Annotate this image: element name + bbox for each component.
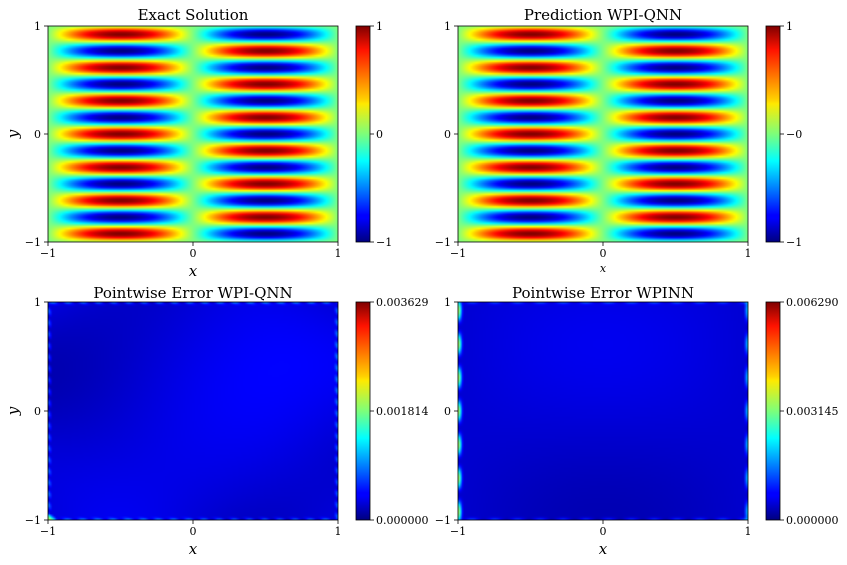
y-tick-label: 0 [444, 405, 451, 418]
exact-solution-heatmap [48, 26, 338, 242]
x-tick-label: 1 [745, 525, 752, 538]
colorbar-tick-label: 1 [786, 20, 793, 33]
pointwise-error-wpi-qnn-heatmap [48, 302, 338, 520]
y-tick-label: 1 [444, 296, 451, 309]
colorbar [355, 25, 371, 243]
x-tick-label: −1 [40, 247, 56, 260]
y-tick-label: 0 [34, 405, 41, 418]
pointwise-error-wpi-qnn-panel: Pointwise Error WPI-QNN −1 0 1 −1 0 1 x y 0.00000… [4, 284, 429, 558]
y-tick-label: 1 [34, 20, 41, 33]
colorbar-tick-label: 1 [376, 20, 383, 33]
colorbar [355, 301, 371, 521]
x-axis-label: x [600, 262, 607, 275]
y-axis-label: y [4, 406, 22, 416]
x-axis-label: x [599, 540, 608, 558]
y-tick-label: −1 [435, 236, 451, 249]
x-tick-label: 1 [335, 247, 342, 260]
y-axis-label: y [4, 129, 22, 139]
x-tick-label: −1 [450, 247, 466, 260]
y-tick-label: −1 [435, 514, 451, 527]
colorbar-tick-label: 0.001814 [376, 405, 429, 418]
x-tick-label: 1 [335, 525, 342, 538]
colorbar [765, 301, 781, 521]
y-tick-label: 0 [444, 128, 451, 141]
colorbar-tick-label: −1 [786, 236, 802, 249]
x-tick-label: −1 [40, 525, 56, 538]
exact-solution-panel: Exact Solution −1 0 1 −1 0 1 x y −1 0 1 [4, 6, 392, 280]
colorbar [765, 25, 781, 243]
colorbar-tick-label: 0 [376, 128, 383, 141]
colorbar-tick-label: 0.000000 [786, 514, 839, 527]
colorbar-tick-label: 0.000000 [376, 514, 429, 527]
x-tick-label: −1 [450, 525, 466, 538]
y-tick-label: −1 [25, 514, 41, 527]
colorbar-tick-label: −1 [376, 236, 392, 249]
chart-title: Pointwise Error WPI-QNN [93, 284, 292, 302]
x-tick-label: 0 [600, 247, 607, 260]
y-tick-label: 0 [34, 128, 41, 141]
prediction-wpi-qnn-panel: Prediction WPI-QNN −1 0 1 −1 0 1 x −1 −0 1 [435, 6, 802, 275]
colorbar-tick-label: 0.003629 [376, 296, 429, 309]
chart-title: Exact Solution [138, 6, 249, 24]
prediction-wpi-qnn-heatmap [458, 26, 748, 242]
colorbar-tick-label: 0.003145 [786, 405, 839, 418]
x-axis-label: x [189, 262, 198, 280]
x-tick-label: 0 [190, 525, 197, 538]
x-tick-label: 1 [745, 247, 752, 260]
pointwise-error-wpinn-panel: Pointwise Error WPINN −1 0 1 −1 0 1 x 0.000000 0.… [435, 284, 839, 558]
colorbar-tick-label: −0 [786, 128, 802, 141]
colorbar-tick-label: 0.006290 [786, 296, 839, 309]
chart-title: Prediction WPI-QNN [524, 6, 682, 24]
y-tick-label: 1 [34, 296, 41, 309]
y-tick-label: 1 [444, 20, 451, 33]
y-tick-label: −1 [25, 236, 41, 249]
chart-title: Pointwise Error WPINN [512, 284, 694, 302]
x-axis-label: x [189, 540, 198, 558]
x-tick-label: 0 [600, 525, 607, 538]
x-tick-label: 0 [190, 247, 197, 260]
pointwise-error-wpinn-heatmap [458, 302, 748, 520]
